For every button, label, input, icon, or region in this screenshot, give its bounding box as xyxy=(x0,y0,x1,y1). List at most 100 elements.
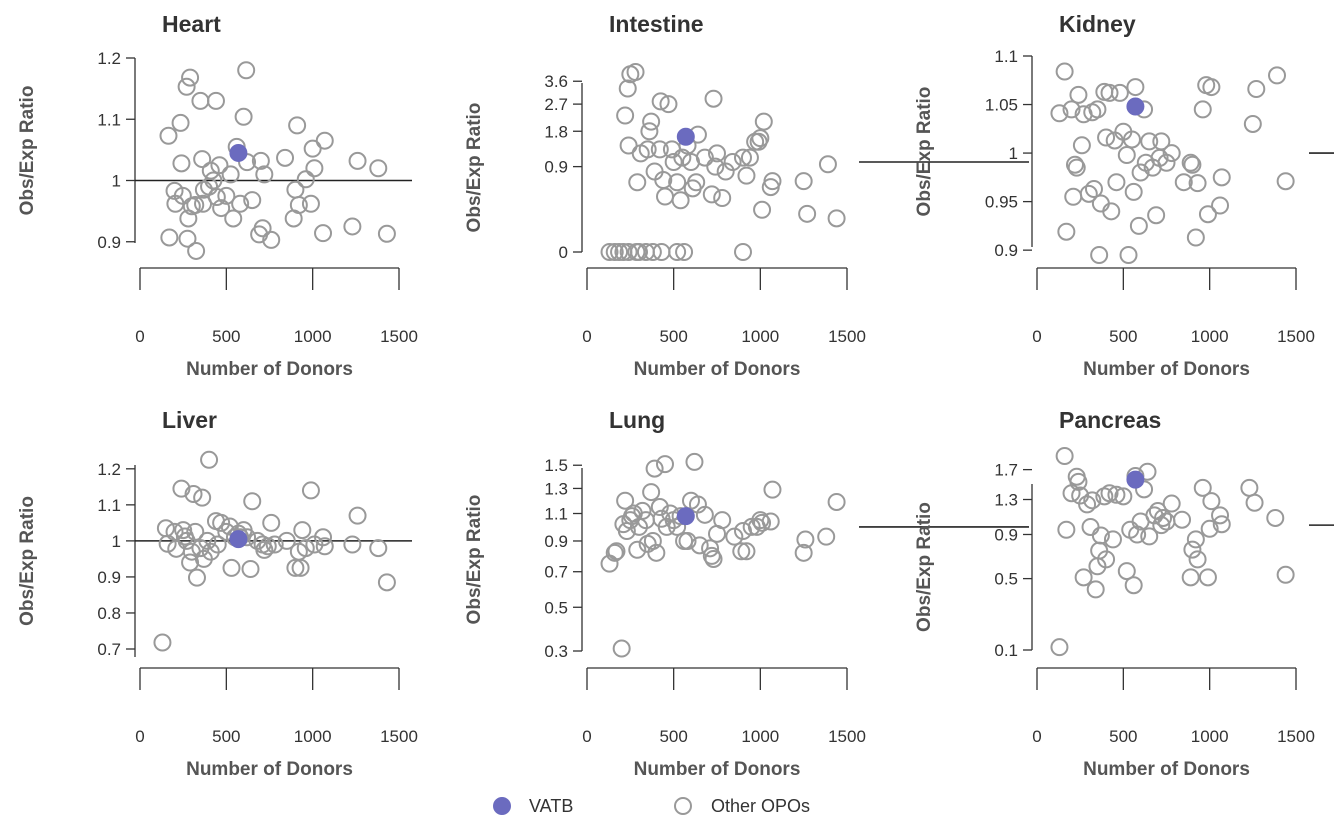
data-point-other-opo xyxy=(645,162,664,181)
x-tick-label: 1500 xyxy=(1277,327,1315,346)
data-point-other-opo xyxy=(616,491,635,510)
x-tick-label: 500 xyxy=(659,327,687,346)
data-point-other-opo xyxy=(1086,580,1105,599)
data-point-other-opo xyxy=(165,522,184,541)
data-point-other-opo xyxy=(212,513,231,532)
data-point-other-opo xyxy=(1173,510,1192,529)
y-tick-label: 0.5 xyxy=(544,598,568,617)
data-point-other-opo xyxy=(751,129,770,148)
legend-label-vatb: VATB xyxy=(529,796,573,816)
data-point-other-opo xyxy=(1064,187,1083,206)
data-point-other-opo xyxy=(1181,568,1200,587)
data-point-other-opo xyxy=(702,185,721,204)
data-point-other-opo xyxy=(754,112,773,131)
y-tick-label: 0.7 xyxy=(97,640,121,659)
data-point-other-opo xyxy=(251,151,270,170)
y-axis-label: Obs/Exp Ratio xyxy=(914,87,935,217)
data-point-other-opo xyxy=(1079,184,1098,203)
data-point-other-opo xyxy=(231,194,250,213)
data-point-other-opo xyxy=(1162,144,1181,163)
x-tick-label: 0 xyxy=(135,327,144,346)
panel-title: Liver xyxy=(162,407,217,433)
panel-heart: Heart 0.9 1 1.1 1.2 Obs/Exp Ratio 0 500 1000 1500… xyxy=(17,11,418,380)
data-point-other-opo xyxy=(1107,485,1126,504)
data-point-other-opo xyxy=(1122,130,1141,149)
data-point-other-opo xyxy=(369,159,388,178)
data-point-other-opo xyxy=(827,209,846,228)
data-point-other-opo xyxy=(276,148,295,167)
x-tick-label: 1500 xyxy=(828,727,866,746)
data-point-other-opo xyxy=(296,170,315,189)
x-tick-label: 0 xyxy=(1032,327,1041,346)
data-point-other-opo xyxy=(1069,85,1088,104)
data-point-other-opo xyxy=(1186,228,1205,247)
data-point-other-opo xyxy=(1193,478,1212,497)
data-point-other-opo xyxy=(217,186,236,205)
y-axis-label: Obs/Exp Ratio xyxy=(914,502,935,632)
y-tick-label: 0 xyxy=(559,243,568,262)
panel-intestine: Intestine 0 0.9 1.8 2.7 3.6 Obs/Exp Ratio 0 500 1… xyxy=(464,11,1029,380)
y-axis-label: Obs/Exp Ratio xyxy=(17,496,38,626)
y-tick-label: 0.9 xyxy=(97,568,121,587)
data-point-other-opo xyxy=(1157,153,1176,172)
data-point-other-opo xyxy=(255,165,274,184)
data-point-other-opo xyxy=(734,148,752,167)
y-tick-label: 0.9 xyxy=(994,241,1018,260)
data-point-vatb xyxy=(229,143,248,162)
data-point-other-opo xyxy=(348,151,367,170)
data-point-other-opo xyxy=(668,243,687,261)
data-point-other-opo xyxy=(664,153,683,171)
data-point-other-opo xyxy=(817,527,836,546)
data-point-other-opo xyxy=(753,200,772,219)
data-point-other-opo xyxy=(301,481,320,500)
data-point-other-opo xyxy=(708,144,726,163)
data-point-other-opo xyxy=(315,131,334,150)
data-point-other-opo xyxy=(1188,550,1207,569)
data-point-other-opo xyxy=(1114,487,1133,506)
y-tick-label: 1.1 xyxy=(97,496,121,515)
data-point-other-opo xyxy=(206,91,225,110)
data-point-other-opo xyxy=(224,209,243,228)
data-point-other-opo xyxy=(732,542,751,561)
data-point-other-opo xyxy=(1183,155,1202,174)
y-tick-label: 3.6 xyxy=(544,72,568,91)
data-point-other-opo xyxy=(1124,576,1143,595)
data-point-other-opo xyxy=(296,539,315,558)
y-tick-label: 0.9 xyxy=(994,525,1018,544)
legend-marker-other-opos xyxy=(674,797,692,815)
x-axis-label: Number of Donors xyxy=(1083,759,1250,780)
panel-kidney: Kidney 0.9 0.95 1 1.05 1.1 Obs/Exp Ratio 0 500 10… xyxy=(914,11,1334,380)
x-tick-label: 1000 xyxy=(741,727,779,746)
x-tick-label: 1000 xyxy=(294,727,332,746)
data-point-other-opo xyxy=(1091,194,1110,213)
data-point-other-opo xyxy=(1276,172,1295,191)
data-point-other-opo xyxy=(255,540,274,559)
data-point-other-opo xyxy=(1088,100,1107,119)
data-point-other-opo xyxy=(827,492,846,511)
legend: VATB Other OPOs xyxy=(493,796,810,816)
data-point-other-opo xyxy=(187,241,206,260)
y-tick-label: 0.5 xyxy=(994,570,1018,589)
x-tick-label: 1500 xyxy=(828,327,866,346)
data-point-other-opo xyxy=(794,172,813,191)
data-point-other-opo xyxy=(1084,179,1103,198)
x-tick-label: 1500 xyxy=(380,327,418,346)
data-point-other-opo xyxy=(1103,530,1122,549)
y-tick-label: 0.9 xyxy=(97,233,121,252)
data-point-other-opo xyxy=(645,459,664,478)
data-point-other-opo xyxy=(737,166,756,185)
data-point-other-opo xyxy=(1078,495,1097,514)
data-point-other-opo xyxy=(704,549,723,568)
data-point-other-opo xyxy=(650,498,669,517)
data-point-other-opo xyxy=(1129,216,1148,235)
data-point-other-opo xyxy=(701,539,720,558)
data-point-other-opo xyxy=(234,107,253,126)
data-point-other-opo xyxy=(1057,520,1076,539)
data-point-other-opo xyxy=(253,219,272,238)
y-tick-label: 0.3 xyxy=(544,642,568,661)
data-point-other-opo xyxy=(628,173,647,192)
y-tick-label: 1.1 xyxy=(994,47,1018,66)
x-tick-label: 500 xyxy=(1109,327,1137,346)
data-point-other-opo xyxy=(204,171,223,190)
y-tick-label: 0.1 xyxy=(994,641,1018,660)
